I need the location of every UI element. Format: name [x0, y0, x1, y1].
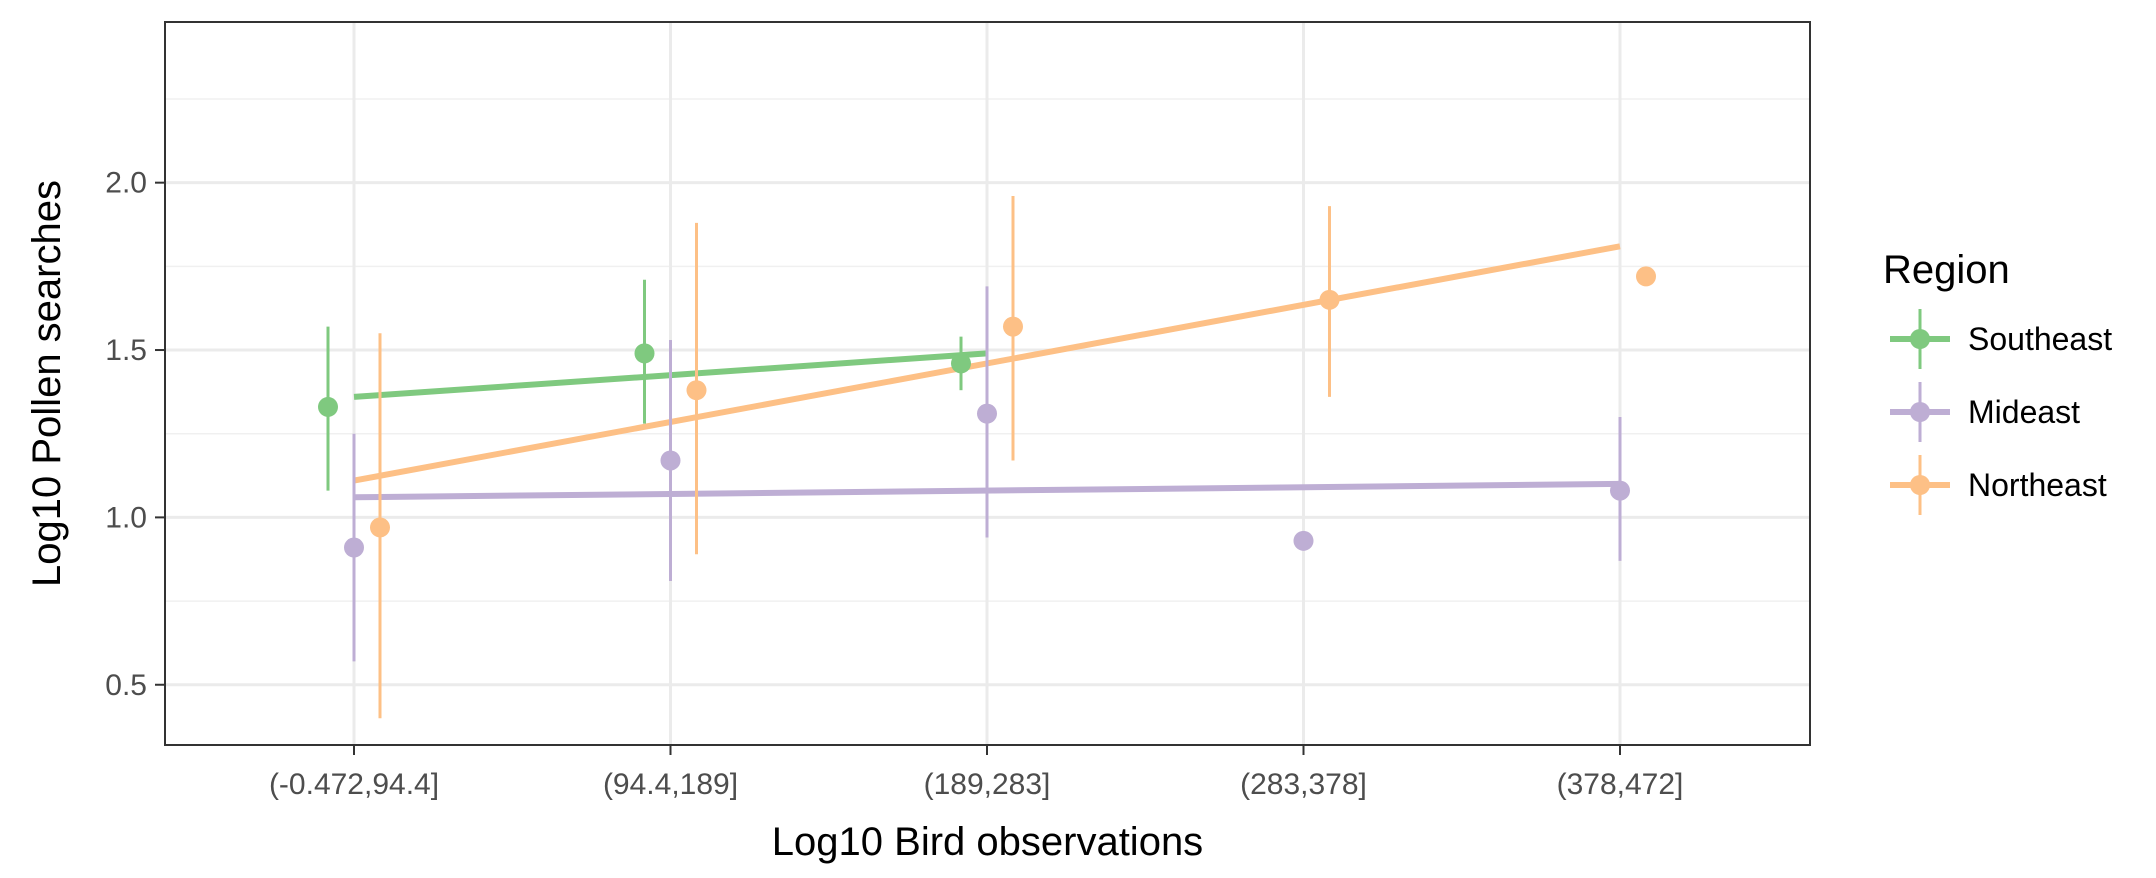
x-tick-label: (283,378]: [1240, 768, 1367, 801]
y-tick-label: 1.0: [105, 501, 147, 534]
legend-label-southeast: Southeast: [1968, 321, 2112, 357]
point-northeast: [1319, 289, 1340, 310]
legend-key-point: [1910, 402, 1930, 422]
point-northeast: [686, 380, 707, 401]
y-tick-label: 0.5: [105, 669, 147, 702]
y-tick-label: 1.5: [105, 334, 147, 367]
x-tick-label: (189,283]: [924, 768, 1051, 801]
y-axis-title: Log10 Pollen searches: [25, 180, 69, 587]
point-southeast: [951, 353, 971, 374]
legend-title: Region: [1883, 248, 2010, 292]
point-southeast: [318, 396, 338, 417]
legend-key-point: [1910, 329, 1930, 349]
data-marks: [318, 196, 1656, 719]
point-mideast: [977, 403, 997, 424]
legend-label-northeast: Northeast: [1968, 467, 2107, 503]
y-axis-ticks: 0.5 1.0 1.5 2.0: [105, 167, 165, 702]
point-mideast: [660, 450, 681, 471]
y-tick-label: 2.0: [105, 167, 147, 200]
point-mideast: [1293, 530, 1314, 551]
point-southeast: [634, 343, 655, 364]
point-northeast: [1636, 266, 1656, 287]
x-tick-label: (-0.472,94.4]: [269, 768, 439, 801]
point-northeast: [370, 517, 390, 538]
x-tick-label: (94.4,189]: [603, 768, 738, 801]
x-axis-title: Log10 Bird observations: [772, 820, 1203, 864]
point-mideast: [1610, 480, 1630, 501]
legend-key-point: [1910, 475, 1930, 495]
legend-label-mideast: Mideast: [1968, 394, 2080, 430]
point-mideast: [344, 537, 364, 558]
point-northeast: [1003, 316, 1023, 337]
x-tick-label: (378,472]: [1557, 768, 1684, 801]
legend: Region Southeast Mideast Northeast: [1883, 248, 2112, 515]
x-axis-ticks: (-0.472,94.4] (94.4,189] (189,283] (283,378…: [269, 745, 1683, 801]
